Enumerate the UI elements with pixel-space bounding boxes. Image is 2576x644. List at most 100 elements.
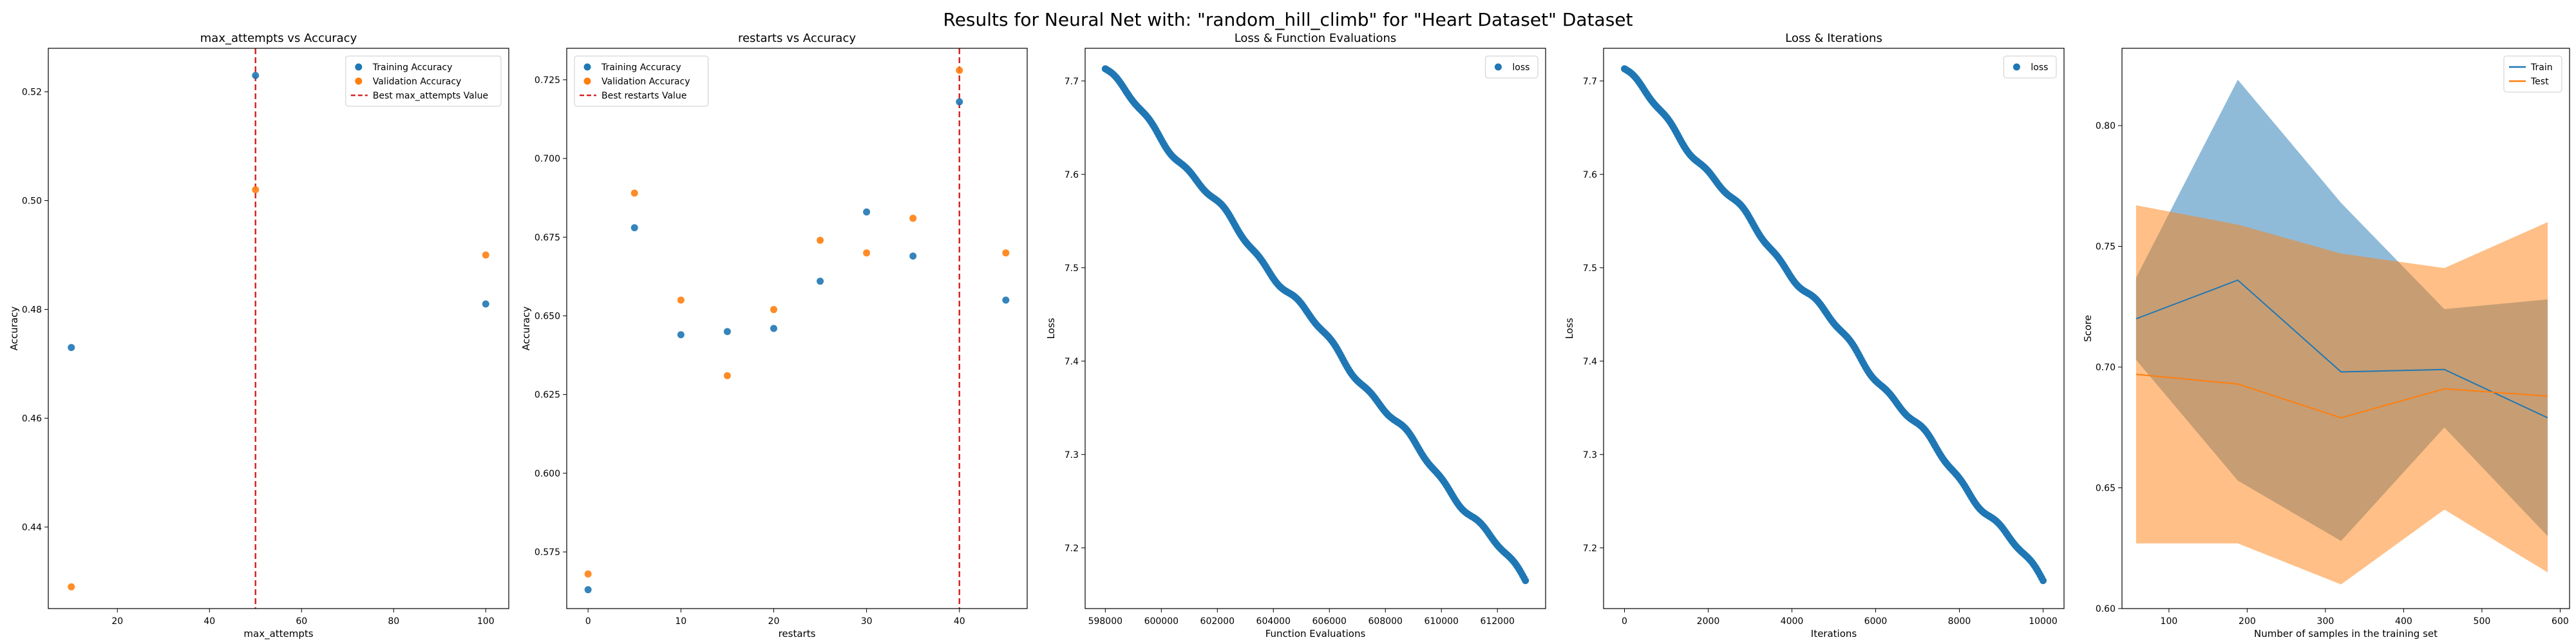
x-tick-label: 500 <box>2474 616 2491 627</box>
legend-label: Test <box>2530 77 2549 87</box>
data-point <box>1522 577 1530 584</box>
x-tick-label: 4000 <box>1781 616 1804 627</box>
legend-box <box>2503 55 2562 93</box>
data-point <box>1002 296 1010 304</box>
legend: Train Test <box>2503 55 2562 93</box>
y-tick-label: 0.46 <box>22 413 42 424</box>
y-tick-label: 0.75 <box>2096 242 2116 252</box>
x-axis-label: Number of samples in the training set <box>2254 628 2438 639</box>
legend-label: Best max_attempts Value <box>373 91 488 101</box>
legend-label: Best restarts Value <box>601 91 687 101</box>
y-tick-label: 7.2 <box>1065 544 1079 554</box>
series-loss <box>1101 65 1530 584</box>
plot-frame <box>566 48 1028 609</box>
panel-learning-curve: 100 200 300 400 500 600 0.60 0.65 0.70 0.75 0.80 Nu… <box>2082 48 2570 639</box>
y-tick-label: 7.6 <box>1583 170 1597 180</box>
plot-frame <box>1603 48 2065 609</box>
x-tick-label: 300 <box>2317 616 2334 627</box>
panel-title: restarts vs Accuracy <box>738 32 856 45</box>
series-validation-accuracy <box>68 186 489 591</box>
data-point <box>909 252 917 260</box>
data-point <box>817 236 824 244</box>
x-axis-label: Function Evaluations <box>1265 628 1366 639</box>
x-tick-label: 598000 <box>1088 616 1122 627</box>
y-tick-label: 0.80 <box>2096 121 2116 131</box>
data-point <box>863 208 871 216</box>
x-tick-label: 2000 <box>1697 616 1720 627</box>
y-tick-label: 0.625 <box>535 390 560 401</box>
y-tick-label: 7.4 <box>1583 357 1597 367</box>
data-point <box>723 372 731 379</box>
legend-label: Training Accuracy <box>372 62 453 73</box>
x-tick-label: 20 <box>111 616 123 627</box>
legend: loss <box>1484 55 1539 79</box>
panel-restarts: restarts vs Accuracy 0 10 20 30 40 0.575 0.600 0… <box>520 32 1028 639</box>
data-point <box>630 189 638 197</box>
y-tick-label: 0.60 <box>2096 604 2116 614</box>
y-tick-label: 0.725 <box>535 75 560 86</box>
data-point <box>2040 577 2047 584</box>
y-tick-label: 0.50 <box>22 196 42 207</box>
data-point <box>863 249 871 257</box>
panel-loss-iterations: Loss & Iterations 0 2000 4000 6000 8000 10000 7… <box>1564 32 2065 639</box>
y-tick-label: 7.4 <box>1065 357 1079 367</box>
legend: Training Accuracy Validation Accuracy Best… <box>345 55 502 107</box>
data-point <box>584 570 592 578</box>
x-tick-label: 10000 <box>2029 616 2058 627</box>
series-loss <box>1621 65 2047 584</box>
legend-label: Validation Accuracy <box>373 77 462 87</box>
plot-frame <box>2121 48 2570 609</box>
data-point <box>770 306 777 314</box>
x-tick-label: 10 <box>675 616 687 627</box>
y-tick-label: 0.575 <box>535 547 560 558</box>
x-tick-label: 200 <box>2239 616 2256 627</box>
data-point <box>956 98 963 106</box>
x-tick-label: 602000 <box>1200 616 1235 627</box>
y-tick-label: 0.65 <box>2096 484 2116 494</box>
x-tick-label: 40 <box>954 616 965 627</box>
x-tick-label: 0 <box>585 616 591 627</box>
x-tick-label: 40 <box>204 616 215 627</box>
legend-label: Training Accuracy <box>601 62 681 73</box>
data-point <box>817 278 824 285</box>
data-point <box>482 300 489 308</box>
y-tick-label: 0.600 <box>535 469 560 479</box>
legend-marker <box>355 63 363 71</box>
plot-frame <box>48 48 509 609</box>
y-axis-label: Loss <box>1564 317 1575 339</box>
x-tick-label: 610000 <box>1424 616 1458 627</box>
data-point <box>770 325 777 332</box>
data-point <box>68 344 75 352</box>
legend-box <box>2003 55 2057 79</box>
data-point <box>68 583 75 591</box>
legend-box <box>345 55 502 107</box>
y-tick-label: 0.48 <box>22 305 42 315</box>
y-tick-label: 7.6 <box>1065 170 1079 180</box>
legend-marker <box>2012 63 2020 71</box>
legend-marker <box>1494 63 1502 71</box>
y-axis-label: Accuracy <box>520 307 532 351</box>
x-tick-label: 600000 <box>1144 616 1179 627</box>
panel-title: Loss & Function Evaluations <box>1235 32 1397 45</box>
legend-marker <box>583 63 591 71</box>
y-tick-label: 0.700 <box>535 154 560 164</box>
panel-loss-function-evaluations: Loss & Function Evaluations 598000 600000 6… <box>1045 32 1546 639</box>
legend: Training Accuracy Validation Accuracy Best… <box>574 55 709 107</box>
data-point <box>956 66 963 74</box>
legend-label: Train <box>2530 62 2553 73</box>
data-point <box>1002 249 1010 257</box>
y-axis-label: Accuracy <box>8 307 20 351</box>
data-point <box>584 586 592 594</box>
plot-frame <box>1084 48 1546 609</box>
panel-title: Loss & Iterations <box>1785 32 1882 45</box>
legend-box <box>1484 55 1539 79</box>
y-axis-label: Score <box>2082 315 2094 342</box>
series-training-accuracy <box>68 71 489 352</box>
x-tick-label: 612000 <box>1480 616 1514 627</box>
x-tick-label: 604000 <box>1256 616 1291 627</box>
y-tick-label: 0.70 <box>2096 363 2116 373</box>
data-point <box>909 214 917 222</box>
x-tick-label: 30 <box>861 616 873 627</box>
data-point <box>252 71 260 79</box>
